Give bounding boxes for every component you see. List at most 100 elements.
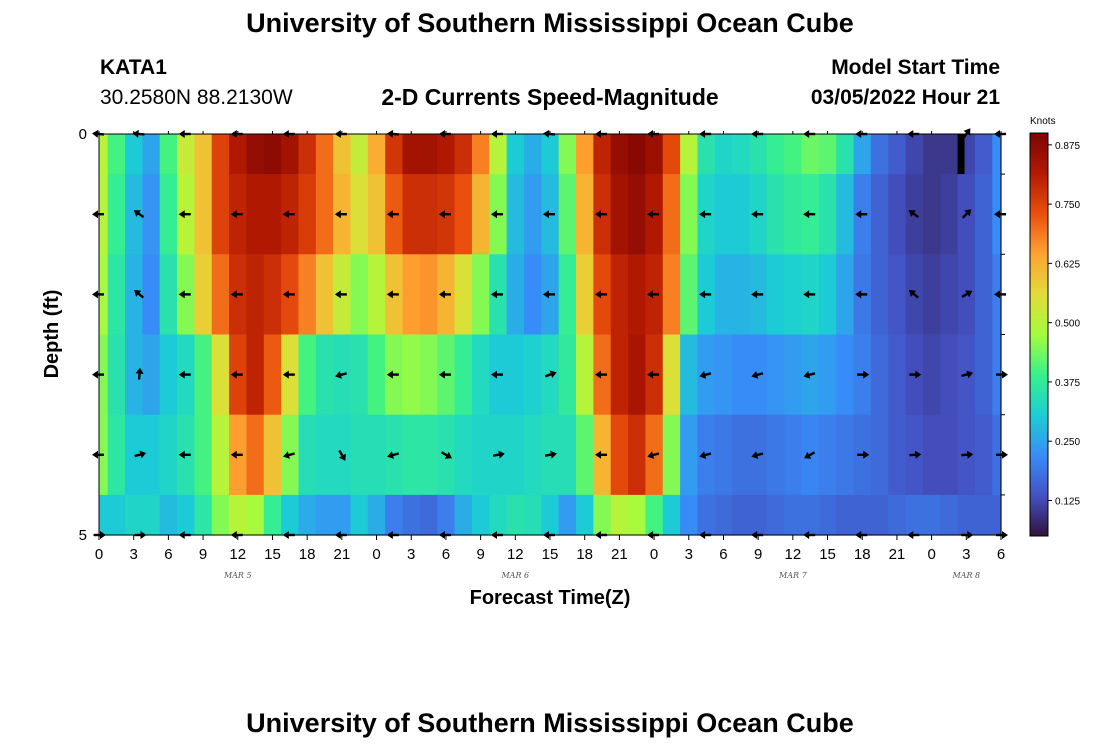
heatmap-cell: [402, 494, 421, 536]
current-arrow: [857, 450, 870, 459]
heatmap-cell: [992, 494, 1002, 536]
heatmap-cell: [697, 134, 716, 175]
heatmap-cell: [471, 174, 490, 255]
current-arrow: [908, 289, 919, 299]
heatmap-cell: [402, 254, 421, 336]
heatmap-cell: [749, 134, 768, 175]
heatmap-cell: [888, 174, 907, 255]
current-arrow: [230, 290, 243, 299]
x-tick-label: 3: [407, 546, 415, 563]
heatmap-cell: [645, 134, 664, 175]
heatmap-cell: [610, 414, 629, 496]
current-arrow: [386, 210, 399, 219]
heatmap-cell: [940, 334, 959, 416]
current-arrow: [334, 290, 347, 299]
heatmap-cell: [766, 334, 785, 416]
current-arrow: [751, 210, 764, 219]
colorbar-tick-label: 0.250: [1055, 437, 1080, 448]
heatmap-cell: [766, 174, 785, 255]
heatmap-cell: [749, 494, 768, 536]
heatmap-cell: [142, 174, 161, 255]
x-tick-label: 18: [299, 546, 316, 563]
current-arrow: [134, 289, 145, 299]
heatmap-cell: [246, 334, 265, 416]
heatmap-cell: [818, 174, 837, 255]
heatmap-cell: [298, 174, 317, 255]
heatmap-layer: [99, 134, 1002, 536]
heatmap-cell: [489, 134, 508, 175]
heatmap-cell: [367, 174, 386, 255]
heatmap-cell: [454, 254, 473, 336]
colorbar-unit: Knots: [1030, 116, 1056, 127]
current-arrow: [857, 370, 870, 379]
heatmap-cell: [922, 334, 941, 416]
heatmap-cell: [107, 494, 126, 536]
heatmap-cell: [471, 334, 490, 416]
heatmap-cell: [246, 174, 265, 255]
current-arrow: [282, 290, 295, 299]
heatmap-cell: [194, 254, 213, 336]
heatmap-cell: [888, 254, 907, 336]
heatmap-cell: [107, 174, 126, 255]
heatmap-cell: [610, 494, 629, 536]
heatmap-cell: [246, 134, 265, 175]
page-title: University of Southern Mississippi Ocean…: [246, 8, 854, 38]
heatmap-cell: [974, 414, 993, 496]
heatmap-cell: [159, 134, 178, 175]
heatmap-cell: [211, 134, 230, 175]
heatmap-cell: [402, 134, 421, 175]
current-arrow: [490, 210, 503, 219]
x-tick-label: 15: [819, 546, 836, 563]
heatmap-cell: [974, 174, 993, 255]
heatmap-cell: [836, 174, 855, 255]
day-label: MAR 8: [951, 571, 980, 580]
heatmap-cell: [628, 334, 647, 416]
current-arrow: [438, 370, 451, 379]
heatmap-cell: [471, 134, 490, 175]
heatmap-cell: [402, 174, 421, 255]
heatmap-cell: [818, 414, 837, 496]
heatmap-cell: [419, 334, 438, 416]
heatmap-cell: [888, 134, 907, 175]
heatmap-cell: [922, 134, 941, 175]
heatmap-cell: [194, 414, 213, 496]
heatmap-cell: [784, 174, 803, 255]
heatmap-cell: [125, 134, 143, 175]
current-arrow: [544, 370, 557, 379]
current-arrow: [178, 450, 191, 459]
heatmap-cell: [732, 174, 751, 255]
heatmap-cell: [454, 334, 473, 416]
heatmap-cell: [784, 414, 803, 496]
heatmap-cell: [610, 334, 629, 416]
x-tick-label: 15: [264, 546, 281, 563]
heatmap-cell: [211, 174, 230, 255]
heatmap-cell: [246, 414, 265, 496]
heatmap-cell: [333, 494, 352, 536]
heatmap-cell: [125, 494, 143, 536]
heatmap-cell: [888, 334, 907, 416]
current-arrow: [230, 450, 243, 459]
heatmap-cell: [766, 254, 785, 336]
current-arrow: [804, 451, 816, 459]
heatmap-cell: [194, 494, 213, 536]
heatmap-cell: [628, 494, 647, 536]
x-tick-label: 18: [854, 546, 871, 563]
heatmap-cell: [732, 494, 751, 536]
x-tick-label: 9: [476, 546, 484, 563]
current-arrow: [543, 290, 555, 299]
current-arrow: [595, 290, 608, 299]
heatmap-cell: [350, 494, 369, 536]
heatmap-cell: [680, 134, 699, 175]
colorbar-tick-label: 0.750: [1055, 200, 1080, 211]
heatmap-cell: [263, 134, 282, 175]
y-tick-label: 5: [79, 527, 87, 544]
heatmap-cell: [246, 494, 265, 536]
heatmap-cell: [576, 174, 594, 255]
current-arrow: [699, 290, 712, 299]
heatmap-cell: [940, 494, 959, 536]
current-arrow: [909, 370, 922, 379]
heatmap-cell: [107, 414, 126, 496]
current-arrow: [803, 370, 816, 379]
y-axis-ticks: 05: [79, 126, 1005, 544]
current-arrow: [438, 290, 451, 299]
